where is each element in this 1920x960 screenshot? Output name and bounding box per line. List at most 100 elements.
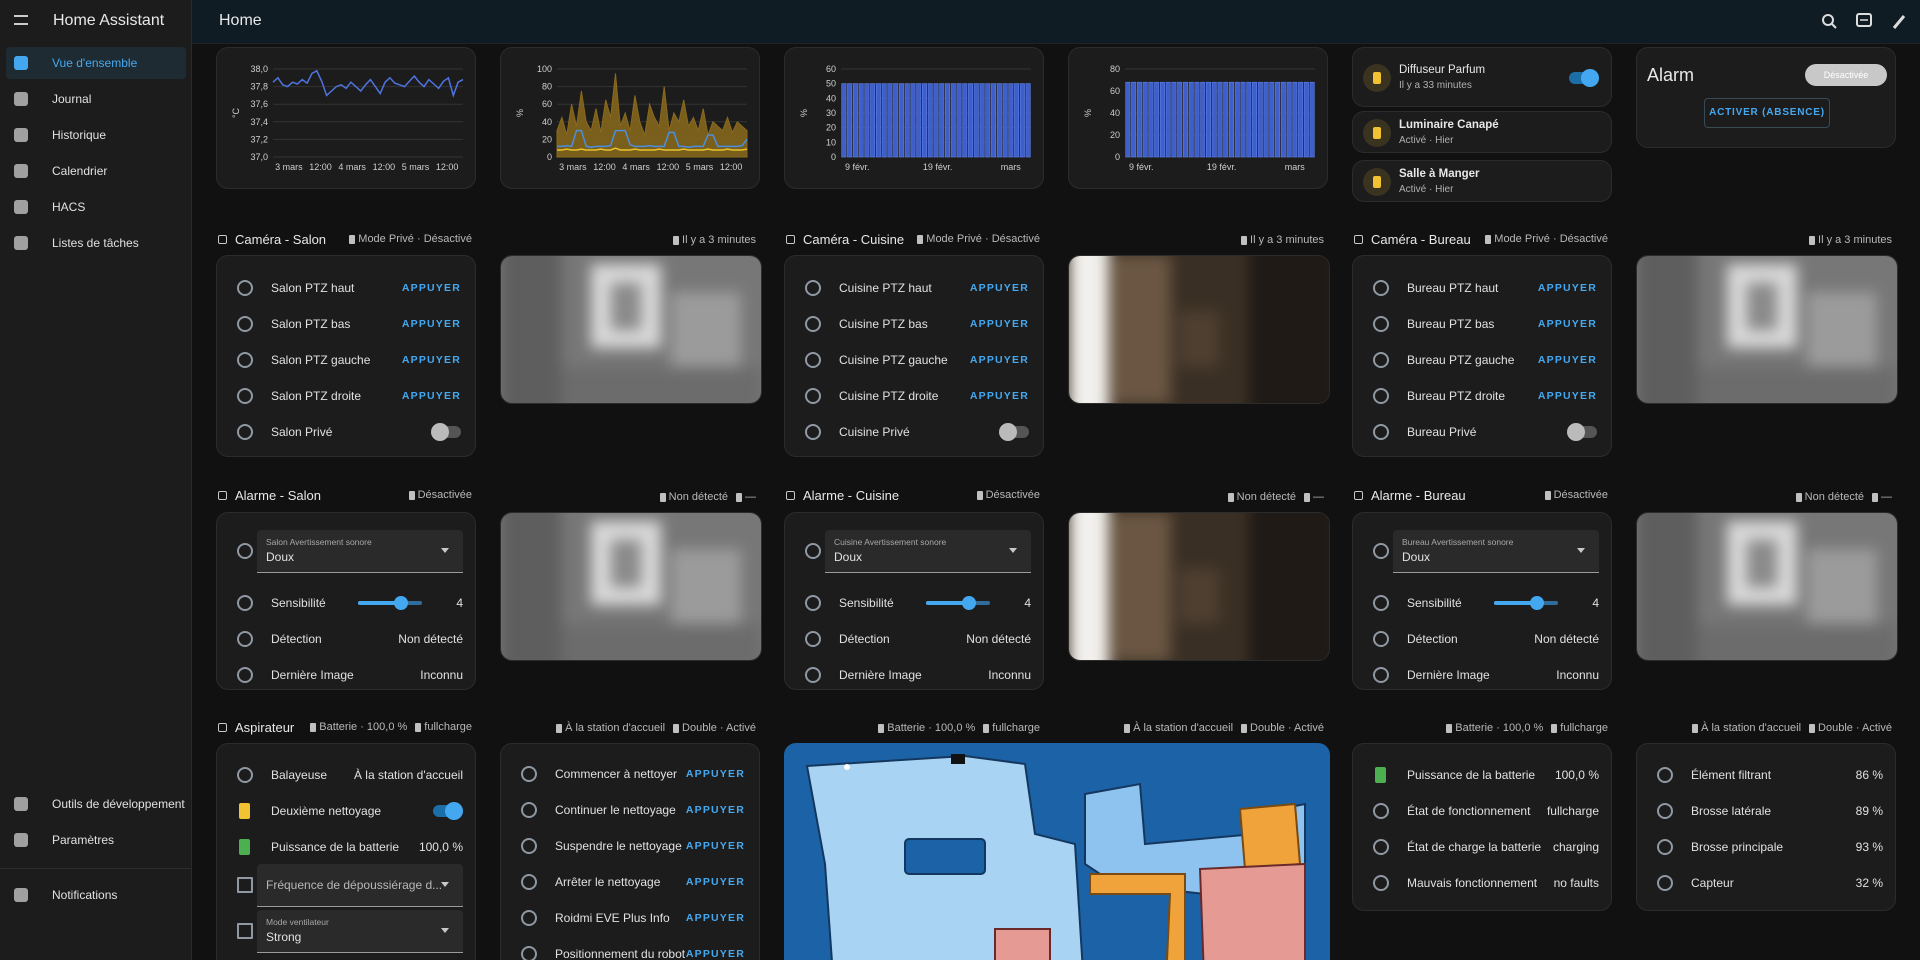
nav-item[interactable]: Calendrier [6,155,186,187]
row-value: 93 % [1855,840,1883,854]
nav-item[interactable]: Outils de développement [6,788,186,820]
action-button[interactable]: APPUYER [685,876,745,888]
nav-item[interactable]: Historique [6,119,186,151]
nav-item[interactable]: HACS [6,191,186,223]
entity-row: Dernière Image Inconnu [217,657,475,689]
row-name: État de charge la batterie [1407,840,1542,854]
select-value: Strong [266,930,302,944]
badge-text: — [1881,491,1892,503]
action-button[interactable]: APPUYER [685,804,745,816]
row-icon [805,631,821,647]
action-button[interactable]: APPUYER [685,912,745,924]
x-tick-label: 19 févr. [1207,162,1237,172]
bar [858,83,864,158]
toggle[interactable] [999,423,1029,441]
row-value: no faults [1553,876,1599,890]
action-button[interactable]: APPUYER [401,282,461,294]
sidebar: Home Assistant Vue d'ensemble Journal Hist… [0,0,192,960]
entity-row: Arrêter le nettoyage APPUYER [501,864,759,900]
entity-row: Salon PTZ gauche APPUYER [217,342,475,378]
action-button[interactable]: APPUYER [1537,282,1597,294]
bar [933,83,939,158]
entity-icon-glyph [1373,72,1381,84]
row-icon [1373,543,1389,559]
nav-item[interactable]: Journal [6,83,186,115]
bar [1177,81,1183,158]
section-badges: Il y a 3 minutes [500,230,756,250]
nav-label: Listes de tâches [52,236,139,250]
row-icon [237,316,253,332]
bar [1263,81,1269,158]
camera-image [1068,512,1330,661]
badge-icon [1227,492,1234,502]
action-button[interactable]: APPUYER [969,390,1029,402]
action-button[interactable]: APPUYER [1537,390,1597,402]
entity-row: Mauvais fonctionnement no faults [1353,865,1611,901]
chart: % 0 10 20 30 40 50 60 9 févr. 19 févr. mars [799,64,1031,172]
camera-image [500,255,762,404]
nav-item[interactable]: Paramètres [6,824,186,856]
bar [956,83,962,158]
badge-text: Batterie · 100,0 % [887,722,976,734]
row-icon [237,767,253,783]
row-name: Élément filtrant [1691,768,1772,782]
entity-row: Salon PTZ bas APPUYER [217,306,475,342]
action-button[interactable]: APPUYER [1537,354,1597,366]
row-name: Puissance de la batterie [1407,768,1536,782]
action-button[interactable]: APPUYER [401,354,461,366]
section-badges: Mode Privé · Désactivé [1352,229,1608,249]
entity-row: Brosse principale 93 % [1637,829,1895,865]
nav-item[interactable]: Notifications [6,879,186,911]
row-icon [1657,767,1673,783]
slider[interactable] [926,596,991,610]
row-icon [805,316,821,332]
slider-knob [962,596,977,610]
select[interactable]: Cuisine Avertissement sonore Doux [825,530,1031,573]
select[interactable]: Salon Avertissement sonore Doux [257,530,463,573]
toggle[interactable] [433,802,463,820]
alarm-action[interactable]: ACTIVER (ABSENCE) [1704,98,1830,128]
action-button[interactable]: APPUYER [685,840,745,852]
badge-text: Désactivée [985,489,1040,501]
chart: °C 37,0 37,2 37,4 37,6 37,8 38,0 3 mars 12:00 4 m… [231,64,464,172]
row-icon [1657,875,1673,891]
nav-item[interactable]: Vue d'ensemble [6,47,186,79]
action-button[interactable]: APPUYER [969,282,1029,294]
nav-item[interactable]: Listes de tâches [6,227,186,259]
search-icon[interactable] [1822,14,1837,29]
image-region [1111,256,1171,403]
select[interactable]: Fréquence de dépoussiérage d... [257,864,463,907]
action-button[interactable]: APPUYER [685,948,745,960]
bar [881,83,887,158]
section-header: Alarme - Cuisine [786,485,899,505]
action-button[interactable]: APPUYER [685,768,745,780]
action-button[interactable]: APPUYER [969,354,1029,366]
action-button[interactable]: APPUYER [401,318,461,330]
row-icon [1657,839,1673,855]
alarm-icon [218,490,227,500]
bar [962,83,968,158]
assist-icon[interactable] [1856,13,1872,27]
slider[interactable] [358,596,423,610]
edit-icon[interactable] [1892,15,1906,29]
row-name: Sensibilité [271,596,326,610]
action-button[interactable]: APPUYER [1537,318,1597,330]
toggle[interactable] [1567,423,1597,441]
menu-icon[interactable] [14,15,28,25]
x-tick-label: 12:00 [309,162,332,172]
camera-image [500,512,762,661]
action-button[interactable]: APPUYER [401,390,461,402]
toggle[interactable] [431,423,461,441]
select[interactable]: Bureau Avertissement sonore Doux [1393,530,1599,573]
row-name: Positionnement du robot [555,947,686,960]
action-button[interactable]: APPUYER [969,318,1029,330]
section-badges: Il y a 3 minutes [1068,230,1324,250]
badge-text: À la station d'accueil [565,722,666,734]
bar [1188,81,1194,158]
badge-text: fullcharge [424,721,472,733]
select[interactable]: Mode ventilateur Strong [257,910,463,953]
bar [985,83,991,158]
row-value: fullcharge [1546,804,1599,818]
toggle[interactable] [1569,69,1599,87]
slider[interactable] [1494,596,1559,610]
